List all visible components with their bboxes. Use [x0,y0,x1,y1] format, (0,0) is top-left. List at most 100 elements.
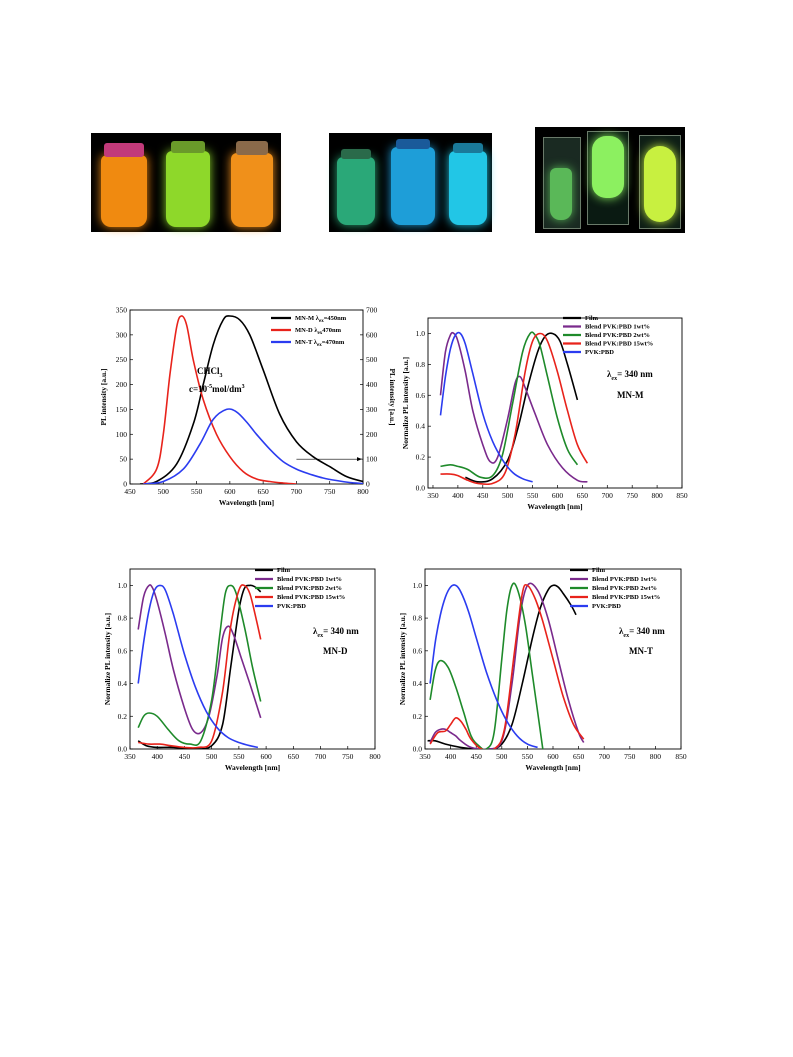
plot-frame [129,309,364,485]
y-right-tick-label: 400 [366,380,378,389]
film-2 [592,136,624,198]
series-line-3 [440,332,589,486]
legend-entry: Blend PVK:PBD 1wt% [592,576,657,583]
y-tick-label: 0.6 [118,646,128,655]
x-tick-label: 700 [291,487,303,496]
series-line-0 [137,584,262,749]
x-tick-label: 550 [522,752,534,761]
x-tick-label: 500 [496,752,508,761]
axis-arrow-head [357,457,362,462]
x-tick-label: 800 [650,752,662,761]
series-line-1 [439,331,588,483]
legend-entry: Blend PVK:PBD 15wt% [592,594,660,601]
y-tick-label: 0.4 [416,422,426,431]
series-line-3 [138,584,262,749]
vial-5 [391,147,435,225]
series-line-0 [465,332,579,483]
y-tick-label: 0.2 [416,453,426,462]
x-tick-label: 600 [552,491,564,500]
vial-cap-5 [396,139,430,149]
y-axis-label: PL intensity [a.u.] [99,368,108,425]
y-right-tick-label: 600 [366,330,378,339]
y-tick-label: 0.8 [413,614,423,623]
y-right-tick-label: 0 [366,480,370,489]
series-line-4 [429,584,538,749]
legend-entry: Film [585,315,599,322]
film-slide-2 [587,131,629,225]
y-tick-label: 0.4 [118,679,128,688]
annotation-excitation: λex= 340 nm [313,626,359,639]
x-tick-label: 450 [124,487,136,496]
vial-2 [166,151,210,227]
x-tick-label: 800 [357,487,369,496]
y-right-tick-label: 300 [366,405,378,414]
y-tick-label: 300 [116,330,128,339]
x-tick-label: 750 [624,752,636,761]
legend-entry: Blend PVK:PBD 1wt% [585,324,650,331]
photo-orange-green-vials [91,133,281,232]
legend-entry: Blend PVK:PBD 1wt% [277,576,342,583]
annotation-solvent: CHCl3 [197,366,223,379]
x-tick-label: 400 [452,491,464,500]
y-tick-label: 1.0 [413,581,423,590]
film-slide-1 [543,137,581,229]
legend-entry: Blend PVK:PBD 2wt% [592,585,657,592]
series-line-0 [139,315,363,484]
vial-6 [449,151,487,225]
legend-entry: Blend PVK:PBD 15wt% [585,341,653,348]
vial-cap-1 [104,143,144,157]
x-tick-label: 650 [288,752,300,761]
x-tick-label: 450 [179,752,191,761]
chart-mn-t: 350 400 450 500 550 600 650 700 750 800 850 0.0 0.2 0… [398,567,687,772]
vial-1 [101,155,147,227]
y-tick-label: 0 [123,480,127,489]
y-tick-label: 0.2 [413,712,423,721]
y-tick-label: 1.0 [416,329,426,338]
x-tick-label: 700 [315,752,327,761]
y-right-tick-label: 500 [366,355,378,364]
annotation-excitation: λex= 340 nm [607,369,653,382]
y-right-tick-label: 200 [366,430,378,439]
plot-frame [427,317,683,489]
y-tick-label: 0.0 [118,745,128,754]
series-line-2 [137,584,262,747]
x-tick-label: 600 [260,752,272,761]
x-tick-label: 700 [602,491,614,500]
y-right-axis-label: PL intensity [a.u.] [388,368,397,425]
series-line-1 [137,584,262,735]
x-tick-label: 350 [419,752,431,761]
x-tick-label: 650 [573,752,585,761]
series-line-0 [427,584,577,749]
vial-3 [231,153,273,227]
chart-mn-d: 350 400 450 500 550 600 650 700 750 800 0.0 0.2 0.4 0… [103,567,381,772]
annotation-concentration: c=10-5mol/dm3 [189,384,245,394]
x-tick-label: 400 [445,752,457,761]
vial-cap-2 [171,141,205,153]
legend-entry: Film [277,567,291,574]
legend-entry: Film [592,567,606,574]
x-tick-label: 450 [477,491,489,500]
x-tick-label: 600 [224,487,236,496]
x-tick-label: 800 [651,491,663,500]
x-tick-label: 500 [502,491,514,500]
x-tick-label: 750 [342,752,354,761]
y-axis-label: Normalize PL intensity [a.u.] [398,613,407,705]
x-tick-label: 550 [527,491,539,500]
x-tick-label: 500 [206,752,218,761]
x-tick-label: 400 [152,752,164,761]
legend-entry: PVK:PBD [592,603,621,610]
y-tick-label: 0.6 [413,646,423,655]
y-tick-label: 350 [116,306,128,315]
series-line-2 [429,582,544,749]
vial-4 [337,157,375,225]
x-tick-label: 600 [547,752,559,761]
legend-entry: Blend PVK:PBD 2wt% [585,332,650,339]
x-tick-label: 650 [258,487,270,496]
legend-entry: Blend PVK:PBD 15wt% [277,594,345,601]
x-tick-label: 800 [369,752,381,761]
x-tick-label: 350 [124,752,136,761]
y-tick-label: 100 [116,430,128,439]
x-tick-label: 350 [427,491,439,500]
chart-pl-solution: 450 500 550 600 650 700 750 8000501001502002503… [99,306,397,508]
x-tick-label: 650 [577,491,589,500]
